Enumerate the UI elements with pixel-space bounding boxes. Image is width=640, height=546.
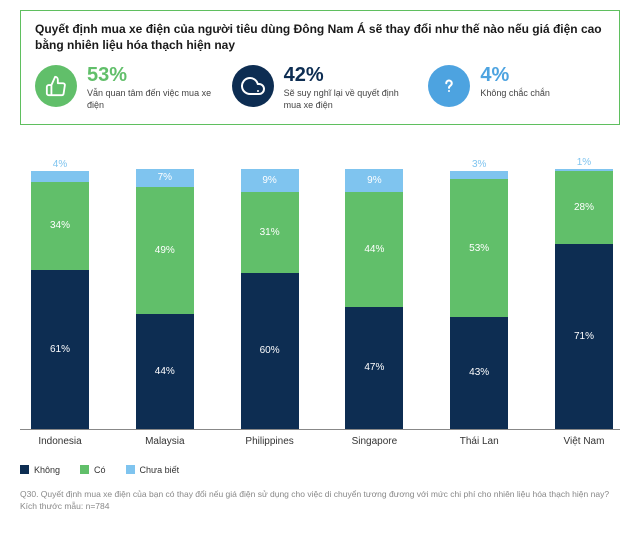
- legend-swatch: [126, 465, 135, 474]
- bar-stack: 3%53%43%: [450, 171, 508, 428]
- bar-stack: 9%31%60%: [241, 169, 299, 429]
- footer-question: Q30. Quyết định mua xe điện của bạn có t…: [20, 489, 620, 501]
- seg-unknown: 3%: [450, 171, 508, 179]
- bar-stack: 9%44%47%: [345, 169, 403, 429]
- bar-col: 1%28%71%: [548, 169, 620, 429]
- seg-yes: 28%: [555, 171, 613, 244]
- seg-unknown: 9%: [241, 169, 299, 192]
- legend-swatch: [20, 465, 29, 474]
- bar-col: 3%53%43%: [443, 171, 515, 428]
- stat-0: 53% Vẫn quan tâm đến việc mua xe điện: [35, 65, 212, 111]
- seg-unknown: 7%: [136, 169, 194, 187]
- legend-label: Có: [94, 465, 106, 475]
- seg-no: 43%: [450, 317, 508, 429]
- bar-stack: 4%34%61%: [31, 171, 89, 428]
- page: Quyết định mua xe điện của người tiêu dù…: [0, 0, 640, 523]
- legend: Không Có Chưa biết: [20, 465, 620, 475]
- summary-title: Quyết định mua xe điện của người tiêu dù…: [35, 21, 605, 53]
- question-icon: [428, 65, 470, 107]
- category-label: Singapore: [338, 436, 410, 447]
- category-label: Indonesia: [24, 436, 96, 447]
- category-label: Philippines: [234, 436, 306, 447]
- seg-yes: 53%: [450, 179, 508, 317]
- stat-label: Không chắc chắn: [480, 88, 550, 100]
- seg-no: 47%: [345, 307, 403, 429]
- bar-stack: 7%49%44%: [136, 169, 194, 429]
- seg-no: 71%: [555, 244, 613, 429]
- thumbs-up-icon: [35, 65, 77, 107]
- seg-yes: 34%: [31, 182, 89, 270]
- seg-no: 61%: [31, 270, 89, 429]
- chart-categories: Indonesia Malaysia Philippines Singapore Thá…: [20, 436, 620, 447]
- cloud-icon: [232, 65, 274, 107]
- bar-stack: 1%28%71%: [555, 169, 613, 429]
- stat-label: Sẽ suy nghĩ lại về quyết định mua xe điệ…: [284, 88, 409, 111]
- bar-col: 4%34%61%: [24, 171, 96, 428]
- stat-pct: 53%: [87, 65, 212, 85]
- seg-unknown: 9%: [345, 169, 403, 192]
- legend-item-unknown: Chưa biết: [126, 465, 180, 475]
- bar-col: 9%31%60%: [234, 169, 306, 429]
- category-label: Thái Lan: [443, 436, 515, 447]
- stat-pct: 42%: [284, 65, 409, 85]
- stat-pct: 4%: [480, 65, 550, 85]
- footer-sample: Kích thước mẫu: n=784: [20, 501, 620, 513]
- footer: Q30. Quyết định mua xe điện của bạn có t…: [20, 489, 620, 513]
- summary-box: Quyết định mua xe điện của người tiêu dù…: [20, 10, 620, 125]
- bar-col: 7%49%44%: [129, 169, 201, 429]
- category-label: Việt Nam: [548, 436, 620, 447]
- legend-item-no: Không: [20, 465, 60, 475]
- stat-1: 42% Sẽ suy nghĩ lại về quyết định mua xe …: [232, 65, 409, 111]
- seg-yes: 49%: [136, 187, 194, 314]
- legend-item-yes: Có: [80, 465, 106, 475]
- legend-label: Không: [34, 465, 60, 475]
- summary-stats: 53% Vẫn quan tâm đến việc mua xe điện 42% S…: [35, 65, 605, 111]
- bar-col: 9%44%47%: [338, 169, 410, 429]
- category-label: Malaysia: [129, 436, 201, 447]
- seg-yes: 44%: [345, 192, 403, 306]
- chart-bars: 4%34%61%7%49%44%9%31%60%9%44%47%3%53%43%…: [20, 159, 620, 430]
- seg-no: 60%: [241, 273, 299, 429]
- stat-label: Vẫn quan tâm đến việc mua xe điện: [87, 88, 212, 111]
- legend-swatch: [80, 465, 89, 474]
- seg-unknown: 4%: [31, 171, 89, 181]
- legend-label: Chưa biết: [140, 465, 180, 475]
- seg-yes: 31%: [241, 192, 299, 273]
- stat-2: 4% Không chắc chắn: [428, 65, 605, 111]
- chart: 4%34%61%7%49%44%9%31%60%9%44%47%3%53%43%…: [20, 153, 620, 447]
- seg-no: 44%: [136, 314, 194, 428]
